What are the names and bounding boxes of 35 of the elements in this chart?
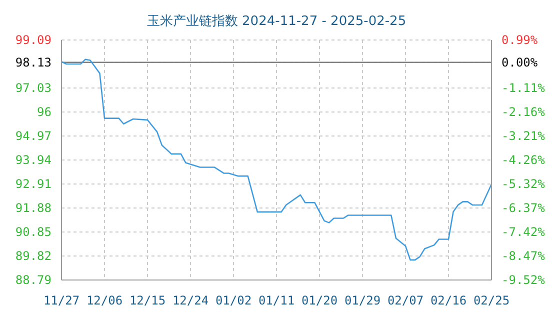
- y-tick-label: 98.13: [15, 55, 52, 70]
- y-tick-label: 94.97: [15, 129, 52, 143]
- x-tick-label: 01/20: [301, 294, 338, 308]
- x-tick-label: 01/11: [258, 294, 295, 308]
- y2-tick-label: -5.32%: [502, 177, 546, 192]
- y2-tick-label: -4.26%: [502, 152, 546, 167]
- y-tick-label: 93.94: [15, 153, 52, 167]
- y-tick-label: 96: [37, 105, 52, 119]
- y2-tick-label: -9.52%: [502, 273, 546, 287]
- y-tick-label: 97.03: [15, 81, 52, 95]
- y2-tick-label: -2.16%: [502, 104, 546, 119]
- x-tick-label: 02/25: [473, 294, 510, 308]
- x-tick-label: 12/15: [129, 294, 166, 308]
- y2-tick-label: -8.47%: [502, 249, 546, 264]
- y2-tick-label: 0.00%: [502, 56, 538, 70]
- y2-tick-label: -6.37%: [502, 201, 546, 216]
- x-tick-label: 01/29: [344, 294, 381, 308]
- y-tick-label: 90.85: [15, 225, 52, 239]
- y-tick-label: 88.79: [15, 273, 52, 287]
- y-tick-label: 99.09: [15, 33, 52, 47]
- y2-tick-label: -7.42%: [502, 225, 546, 240]
- x-tick-label: 11/27: [43, 294, 80, 308]
- y-tick-label: 89.82: [15, 249, 52, 263]
- x-tick-label: 01/02: [215, 294, 252, 308]
- x-tick-label: 12/06: [86, 294, 123, 308]
- x-tick-label: 02/07: [387, 294, 424, 308]
- y2-tick-label: -3.21%: [502, 128, 546, 143]
- y-tick-label: 91.88: [15, 201, 52, 215]
- y2-tick-label: -1.11%: [502, 80, 546, 95]
- y2-tick-label: 0.99%: [502, 33, 538, 47]
- x-tick-label: 12/24: [172, 294, 209, 308]
- line-series: [62, 58, 492, 261]
- x-tick-label: 02/16: [430, 294, 467, 308]
- y-tick-label: 92.91: [15, 177, 52, 191]
- chart-title: 玉米产业链指数 2024-11-27 - 2025-02-25: [146, 13, 408, 30]
